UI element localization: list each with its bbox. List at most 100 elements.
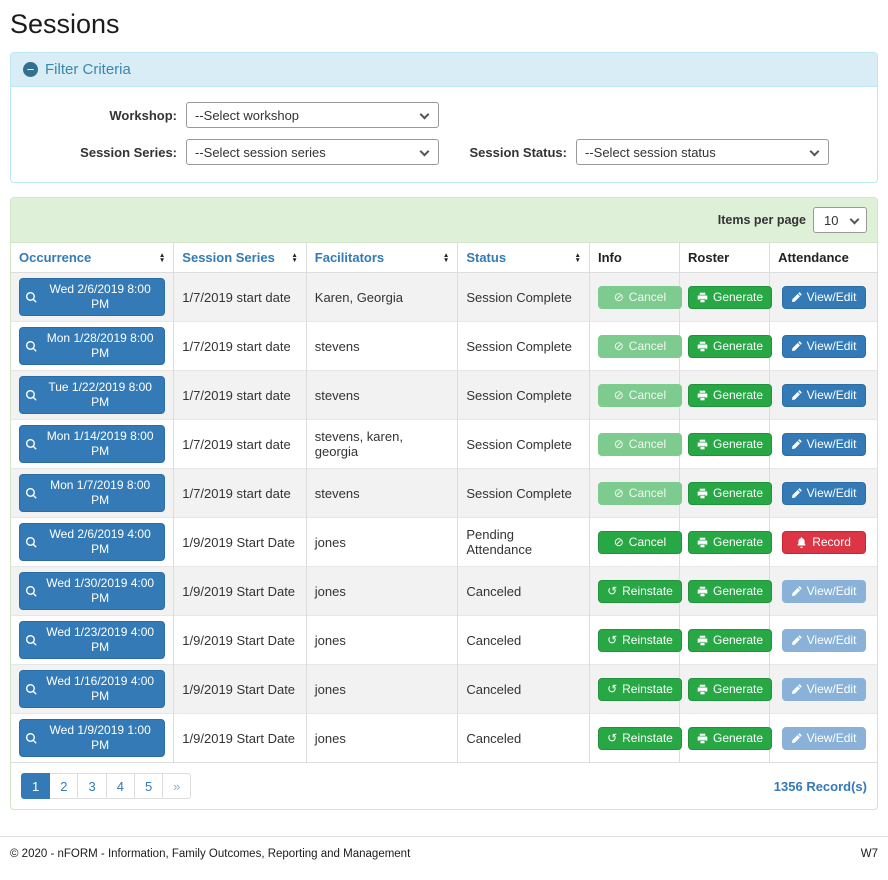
attendance-view-edit-button[interactable]: View/Edit <box>781 383 866 407</box>
attendance-view-edit-button: View/Edit <box>781 677 866 701</box>
occurrence-button[interactable]: Mon 1/14/2019 8:00 PM <box>19 425 166 463</box>
roster-generate-button[interactable]: Generate <box>688 530 773 554</box>
facilitators-cell: stevens <box>314 485 360 501</box>
status-cell: Canceled <box>466 681 522 697</box>
session-series-select[interactable]: --Select session series <box>186 139 439 165</box>
filter-criteria-panel: Filter Criteria Workshop: --Select works… <box>10 52 878 183</box>
info-reinstate-button[interactable]: ↺ Reinstate <box>597 579 682 603</box>
button-label: Generate <box>712 338 764 353</box>
occurrence-button[interactable]: Wed 1/9/2019 1:00 PM <box>19 719 166 757</box>
pencil-icon <box>791 683 802 695</box>
button-label: Reinstate <box>622 730 673 745</box>
page-button-1[interactable]: 1 <box>21 773 51 799</box>
occurrence-button[interactable]: Wed 1/23/2019 4:00 PM <box>19 621 166 659</box>
page-title: Sessions <box>10 9 120 39</box>
session-series-label: Session Series: <box>80 144 177 160</box>
occurrence-button[interactable]: Wed 2/6/2019 8:00 PM <box>19 278 166 316</box>
printer-icon <box>697 635 708 646</box>
roster-generate-button[interactable]: Generate <box>688 383 773 407</box>
info-reinstate-button[interactable]: ↺ Reinstate <box>597 628 682 652</box>
sort-icon[interactable]: ▲ ▼ <box>574 251 581 264</box>
workshop-select[interactable]: --Select workshop <box>186 102 439 128</box>
button-label: Cancel <box>628 338 667 353</box>
page-next-button[interactable]: » <box>162 773 192 799</box>
session-series-field: Session Series: --Select session series <box>26 139 444 165</box>
roster-generate-button[interactable]: Generate <box>688 579 773 603</box>
column-header-session-series[interactable]: Session Series ▲ ▼ <box>173 243 307 273</box>
roster-generate-button[interactable]: Generate <box>688 285 773 309</box>
occurrence-button[interactable]: Mon 1/28/2019 8:00 PM <box>19 327 166 365</box>
filter-criteria-header[interactable]: Filter Criteria <box>11 53 877 87</box>
items-per-page-select[interactable]: 10 <box>813 207 867 233</box>
sort-icon[interactable]: ▲ ▼ <box>291 251 298 264</box>
printer-icon <box>697 390 708 401</box>
button-label: View/Edit <box>806 338 857 353</box>
printer-icon <box>697 684 708 695</box>
attendance-record-button[interactable]: Record <box>781 530 866 554</box>
table-row: Wed 1/30/2019 4:00 PM 1/9/2019 Start Dat… <box>11 566 877 616</box>
roster-generate-button[interactable]: Generate <box>688 432 773 456</box>
occurrence-label: Wed 1/30/2019 4:00 PM <box>46 576 155 605</box>
session-series-cell: 1/9/2019 Start Date <box>182 534 296 550</box>
table-row: Wed 2/6/2019 8:00 PM 1/7/2019 start date… <box>11 272 877 322</box>
printer-icon <box>697 292 708 303</box>
sort-icon[interactable]: ▲ ▼ <box>158 251 166 264</box>
table-row: Mon 1/28/2019 8:00 PM 1/7/2019 start dat… <box>11 321 877 371</box>
pencil-icon <box>791 634 802 646</box>
table-row: Mon 1/14/2019 8:00 PM 1/7/2019 start dat… <box>11 419 877 469</box>
roster-generate-button[interactable]: Generate <box>688 677 773 701</box>
table-row: Wed 1/23/2019 4:00 PM 1/9/2019 Start Dat… <box>11 615 877 665</box>
page-button-5[interactable]: 5 <box>133 773 164 799</box>
session-series-cell: 1/9/2019 Start Date <box>182 730 296 746</box>
reinstate-icon: ↺ <box>607 731 618 745</box>
reinstate-icon: ↺ <box>607 633 618 647</box>
sessions-table: Occurrence ▲ ▼ Session Series ▲ ▼ Facilitators… <box>11 243 877 762</box>
occurrence-button[interactable]: Mon 1/7/2019 8:00 PM <box>19 474 166 512</box>
chevron-down-icon <box>419 146 430 157</box>
magnifier-icon <box>26 389 37 401</box>
table-row: Tue 1/22/2019 8:00 PM 1/7/2019 start dat… <box>11 370 877 420</box>
roster-generate-button[interactable]: Generate <box>688 481 773 505</box>
page-button-2[interactable]: 2 <box>49 773 79 799</box>
occurrence-button[interactable]: Wed 1/30/2019 4:00 PM <box>19 572 166 610</box>
info-reinstate-button[interactable]: ↺ Reinstate <box>597 677 682 701</box>
attendance-view-edit-button[interactable]: View/Edit <box>781 481 866 505</box>
occurrence-button[interactable]: Tue 1/22/2019 8:00 PM <box>19 376 166 414</box>
roster-generate-button[interactable]: Generate <box>688 628 773 652</box>
button-label: Record <box>812 534 851 549</box>
button-label: View/Edit <box>806 681 857 696</box>
magnifier-icon <box>26 634 37 646</box>
status-cell: Session Complete <box>466 485 572 501</box>
occurrence-label: Wed 2/6/2019 4:00 PM <box>49 527 151 556</box>
column-label: Occurrence <box>19 250 92 265</box>
attendance-view-edit-button[interactable]: View/Edit <box>781 285 866 309</box>
pencil-icon <box>791 732 802 744</box>
occurrence-button[interactable]: Wed 2/6/2019 4:00 PM <box>19 523 166 561</box>
sort-icon[interactable]: ▲ ▼ <box>442 251 450 264</box>
roster-generate-button[interactable]: Generate <box>688 334 773 358</box>
status-cell: Canceled <box>466 632 522 648</box>
session-status-field: Session Status: --Select session status <box>444 139 862 165</box>
attendance-view-edit-button[interactable]: View/Edit <box>781 334 866 358</box>
cancel-icon: ⊘ <box>613 290 624 304</box>
table-footer: 1 2 3 4 5» 1356 Record(s) <box>11 762 877 809</box>
magnifier-icon <box>26 585 37 597</box>
roster-generate-button[interactable]: Generate <box>688 726 773 750</box>
chevron-down-icon <box>419 109 430 120</box>
record-count: 1356 Record(s) <box>773 778 867 794</box>
occurrence-button[interactable]: Wed 1/16/2019 4:00 PM <box>19 670 166 708</box>
column-header-facilitators[interactable]: Facilitators ▲ ▼ <box>306 243 459 273</box>
facilitators-cell: Karen, Georgia <box>314 289 403 305</box>
chevron-down-icon <box>849 214 860 225</box>
attendance-view-edit-button[interactable]: View/Edit <box>781 432 866 456</box>
info-cancel-button[interactable]: ⊘ Cancel <box>597 530 682 554</box>
session-status-select[interactable]: --Select session status <box>576 139 829 165</box>
info-reinstate-button[interactable]: ↺ Reinstate <box>597 726 682 750</box>
column-header-status[interactable]: Status ▲ ▼ <box>457 243 590 273</box>
column-header-occurrence[interactable]: Occurrence ▲ ▼ <box>11 243 175 273</box>
facilitators-cell: jones <box>314 681 346 697</box>
button-label: View/Edit <box>806 583 857 598</box>
page-button-3[interactable]: 3 <box>77 773 107 799</box>
page-button-4[interactable]: 4 <box>105 773 135 799</box>
column-label: Info <box>597 250 622 265</box>
